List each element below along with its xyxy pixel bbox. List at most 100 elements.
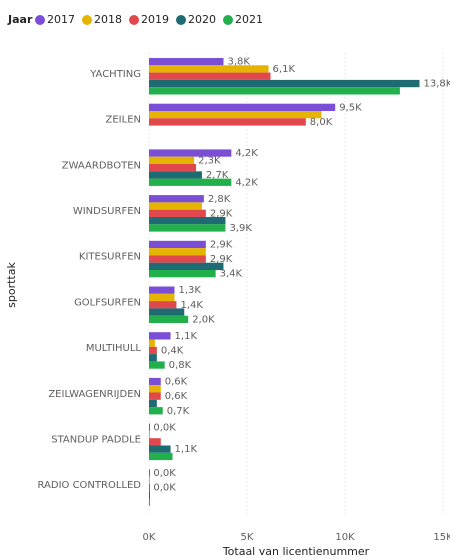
bar — [149, 87, 400, 95]
bar — [149, 354, 157, 362]
data-label: 0,8K — [169, 360, 192, 371]
bar — [149, 399, 157, 408]
bar — [149, 209, 206, 217]
legend-swatch — [176, 15, 186, 25]
legend-label: 2017 — [47, 13, 75, 26]
bar — [149, 483, 150, 492]
data-label: 2,0K — [192, 314, 215, 325]
y-tick-label: STANDUP PADDLE — [51, 434, 141, 445]
bar — [149, 65, 269, 73]
bar — [149, 195, 204, 203]
data-label: 0,6K — [165, 391, 188, 402]
bar — [149, 255, 206, 263]
bar — [149, 156, 195, 164]
data-label: 4,2K — [235, 177, 258, 188]
legend-swatch — [35, 15, 45, 25]
bar — [149, 79, 420, 88]
data-label: 2,7K — [206, 170, 229, 181]
y-tick-label: KITESURFEN — [79, 252, 141, 263]
data-label: 3,4K — [220, 269, 243, 280]
y-tick-label: GOLFSURFEN — [74, 297, 141, 308]
y-tick-label: YACHTING — [89, 69, 141, 80]
bar — [149, 72, 271, 80]
bar — [149, 377, 161, 386]
bar — [149, 286, 175, 294]
bar — [149, 445, 171, 453]
data-label: 13,8K — [423, 79, 450, 90]
bar — [149, 118, 306, 126]
bar — [149, 301, 177, 309]
x-tick-label: 10K — [335, 532, 355, 543]
data-label: 0,0K — [153, 468, 176, 479]
x-tick-label: 15K — [433, 532, 450, 543]
bar — [149, 248, 206, 256]
bar — [149, 262, 224, 270]
data-label: 2,9K — [210, 254, 233, 265]
bar — [149, 217, 226, 225]
bar — [149, 270, 216, 278]
data-label: 0,4K — [161, 345, 184, 356]
bar — [149, 164, 197, 172]
bar — [149, 149, 232, 157]
data-label: 3,9K — [229, 223, 252, 234]
y-tick-label: ZEILWAGENRIJDEN — [48, 389, 141, 400]
bar — [149, 423, 150, 431]
data-label: 0,6K — [165, 377, 188, 388]
bar — [149, 385, 161, 393]
bar — [149, 430, 150, 439]
data-label: 1,1K — [175, 444, 198, 455]
bar — [149, 171, 202, 179]
bar — [149, 202, 202, 210]
data-label: 1,4K — [180, 300, 203, 311]
y-tick-label: RADIO CONTROLLED — [37, 480, 141, 491]
bar — [149, 469, 150, 477]
bar — [149, 491, 150, 499]
bar — [149, 346, 157, 355]
legend-label: 2018 — [94, 13, 122, 26]
legend-swatch — [129, 15, 139, 25]
data-label: 3,8K — [227, 57, 250, 68]
legend-label: 2020 — [188, 13, 216, 26]
data-label: 1,1K — [175, 331, 198, 342]
data-label: 8,0K — [310, 117, 333, 128]
bar — [149, 178, 232, 186]
data-label: 9,5K — [339, 102, 362, 113]
data-label: 6,1K — [273, 64, 296, 75]
y-tick-label: MULTIHULL — [86, 343, 142, 354]
bar — [149, 332, 171, 340]
legend-title: Jaar — [7, 13, 33, 26]
bar — [149, 224, 226, 232]
bar — [149, 407, 163, 415]
y-tick-label: ZEILEN — [106, 115, 142, 126]
bar — [149, 293, 175, 302]
data-label: 2,8K — [208, 194, 231, 205]
data-label: 0,0K — [153, 483, 176, 494]
legend-swatch — [223, 15, 233, 25]
legend-label: 2019 — [141, 13, 169, 26]
data-label: 4,2K — [235, 148, 258, 159]
x-tick-label: 5K — [241, 532, 254, 543]
data-label: 1,3K — [178, 285, 201, 296]
bar — [149, 361, 165, 369]
bar — [149, 476, 150, 484]
y-tick-label: ZWAARDBOTEN — [62, 160, 141, 171]
x-tick-label: 0K — [143, 532, 156, 543]
bar — [149, 339, 155, 347]
bar — [149, 452, 173, 461]
bar — [149, 308, 185, 316]
bar — [149, 498, 150, 506]
legend-swatch — [82, 15, 92, 25]
bar — [149, 240, 206, 249]
bar — [149, 438, 161, 446]
bar — [149, 58, 224, 66]
bar — [149, 111, 322, 119]
bar — [149, 315, 189, 323]
data-label: 0,0K — [153, 422, 176, 433]
data-label: 2,9K — [210, 208, 233, 219]
legend-label: 2021 — [235, 13, 263, 26]
data-label: 2,3K — [198, 155, 221, 166]
data-label: 0,7K — [167, 406, 190, 417]
y-axis-title: sporttak — [5, 262, 18, 308]
bar — [149, 103, 336, 111]
